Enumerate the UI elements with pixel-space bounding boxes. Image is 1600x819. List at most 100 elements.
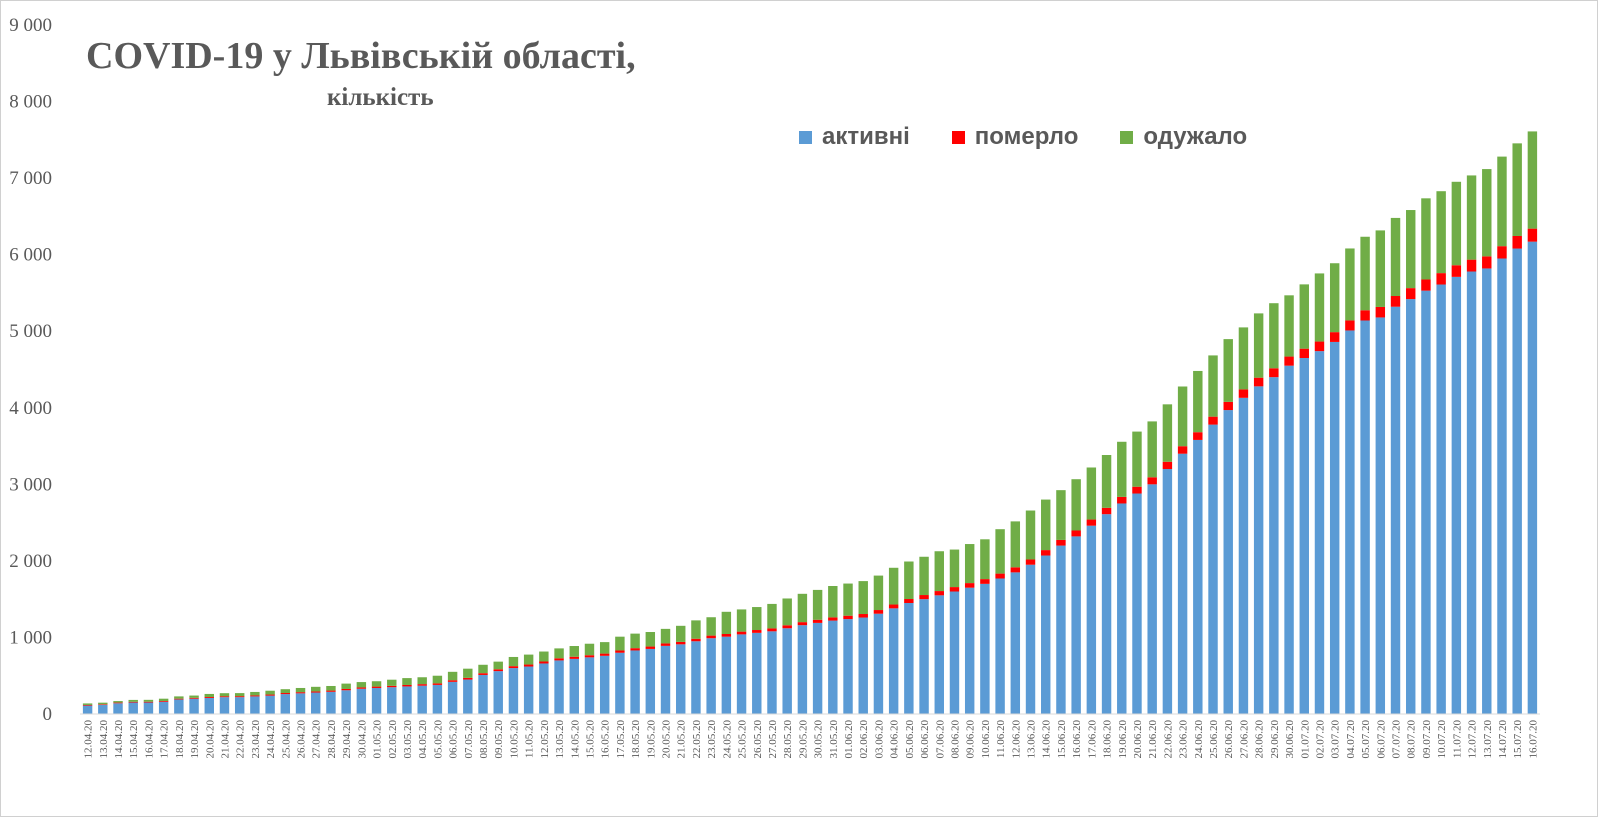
bar-deaths xyxy=(523,664,534,667)
x-tick-label: 13.06.20 xyxy=(1026,720,1038,759)
x-axis: 12.04.20 13.04.20 14.04.20 15.04.20 16.04.20… xyxy=(80,713,1540,759)
bar-active xyxy=(980,583,990,714)
bar-deaths xyxy=(265,694,275,696)
bar-active xyxy=(1497,258,1507,714)
bar-deaths xyxy=(478,673,488,675)
x-tick-label: 16.06.20 xyxy=(1071,720,1083,759)
bar-deaths xyxy=(812,619,823,623)
bar-deaths xyxy=(447,680,458,682)
x-tick-label: 06.07.20 xyxy=(1375,720,1387,759)
bar-active xyxy=(1193,439,1203,714)
bar-deaths xyxy=(1360,310,1370,321)
bar-active xyxy=(402,686,412,714)
bar-recovered xyxy=(174,696,184,699)
y-tick-label: 9 000 xyxy=(9,15,52,36)
x-tick-label: 07.05.20 xyxy=(463,720,475,759)
bar-active xyxy=(113,703,123,714)
bar-active xyxy=(1406,299,1416,714)
bar-recovered xyxy=(417,677,427,685)
y-tick-label: 3 000 xyxy=(9,474,52,495)
x-tick-label: 26.05.20 xyxy=(752,720,764,759)
bar-active xyxy=(143,702,154,714)
bar-recovered xyxy=(1147,421,1157,478)
bar-deaths xyxy=(174,698,184,700)
bar-deaths xyxy=(98,704,108,705)
x-tick-label: 04.06.20 xyxy=(889,720,901,759)
x-tick-label: 01.05.20 xyxy=(372,720,384,759)
bar-recovered xyxy=(280,689,291,694)
bar-deaths xyxy=(234,696,245,698)
x-tick-label: 26.06.20 xyxy=(1223,720,1235,759)
bar-deaths xyxy=(964,583,975,588)
bar-recovered xyxy=(371,681,382,687)
bar-recovered xyxy=(1056,490,1066,540)
bar-deaths xyxy=(949,587,960,592)
x-tick-label: 21.05.20 xyxy=(676,720,688,759)
x-tick-label: 29.04.20 xyxy=(341,720,353,759)
x-tick-label: 27.05.20 xyxy=(767,720,779,759)
bar-recovered xyxy=(980,539,990,580)
bar-active xyxy=(554,660,564,714)
bar-active xyxy=(295,693,306,714)
bar-active xyxy=(1025,564,1036,714)
bar-deaths xyxy=(1375,306,1386,318)
bar-recovered xyxy=(1208,355,1218,417)
y-tick-label: 0 xyxy=(43,704,53,725)
bar-deaths xyxy=(204,697,214,698)
bar-recovered xyxy=(1162,404,1173,462)
bar-recovered xyxy=(1406,210,1416,289)
y-tick-label: 6 000 xyxy=(9,245,52,266)
bar-deaths xyxy=(250,695,260,697)
bar-deaths xyxy=(782,625,792,629)
bar-recovered xyxy=(1071,479,1081,531)
bar-recovered xyxy=(1253,313,1264,378)
bar-deaths xyxy=(311,691,321,693)
bar-active xyxy=(371,687,382,714)
bar-active xyxy=(1345,330,1355,714)
x-tick-label: 12.07.20 xyxy=(1467,720,1479,759)
bar-recovered xyxy=(493,661,503,670)
bar-deaths xyxy=(326,690,336,692)
x-tick-label: 14.04.20 xyxy=(113,720,125,759)
x-tick-label: 04.05.20 xyxy=(417,720,429,759)
bar-recovered xyxy=(1132,431,1142,487)
bar-recovered xyxy=(1390,217,1401,297)
x-tick-label: 15.06.20 xyxy=(1056,720,1068,759)
bar-active xyxy=(1527,241,1538,714)
x-tick-label: 06.05.20 xyxy=(448,720,460,759)
bar-deaths xyxy=(1269,368,1279,378)
x-tick-label: 25.05.20 xyxy=(737,720,749,759)
bar-deaths xyxy=(1101,507,1112,515)
x-tick-label: 14.06.20 xyxy=(1041,720,1053,759)
bar-recovered xyxy=(919,556,929,596)
bar-deaths xyxy=(432,683,443,685)
x-tick-label: 12.06.20 xyxy=(1010,720,1022,759)
bar-deaths xyxy=(554,658,564,661)
bar-recovered xyxy=(630,633,640,649)
x-tick-label: 08.06.20 xyxy=(949,720,961,759)
bar-recovered xyxy=(234,693,245,697)
x-tick-label: 22.04.20 xyxy=(235,720,247,759)
bar-active xyxy=(508,668,519,714)
bar-active xyxy=(311,692,321,714)
x-tick-label: 30.06.20 xyxy=(1284,720,1296,759)
bar-deaths xyxy=(417,684,427,686)
x-tick-label: 24.05.20 xyxy=(721,720,733,759)
bar-deaths xyxy=(1071,530,1081,537)
bar-active xyxy=(478,674,488,714)
x-tick-label: 13.07.20 xyxy=(1482,720,1494,759)
legend-label-active: активні xyxy=(822,123,910,150)
x-tick-label: 24.06.20 xyxy=(1193,720,1205,759)
bar-active xyxy=(1223,410,1233,714)
bar-deaths xyxy=(630,648,640,651)
bar-active xyxy=(797,625,808,714)
bar-active xyxy=(1117,503,1127,714)
bar-recovered xyxy=(995,529,1005,574)
bar-active xyxy=(1071,536,1081,714)
bar-recovered xyxy=(311,686,321,692)
bar-active xyxy=(736,634,747,714)
bar-active xyxy=(174,699,184,714)
bar-active xyxy=(721,636,732,714)
y-tick-label: 1 000 xyxy=(9,627,52,648)
bar-deaths xyxy=(843,615,853,620)
